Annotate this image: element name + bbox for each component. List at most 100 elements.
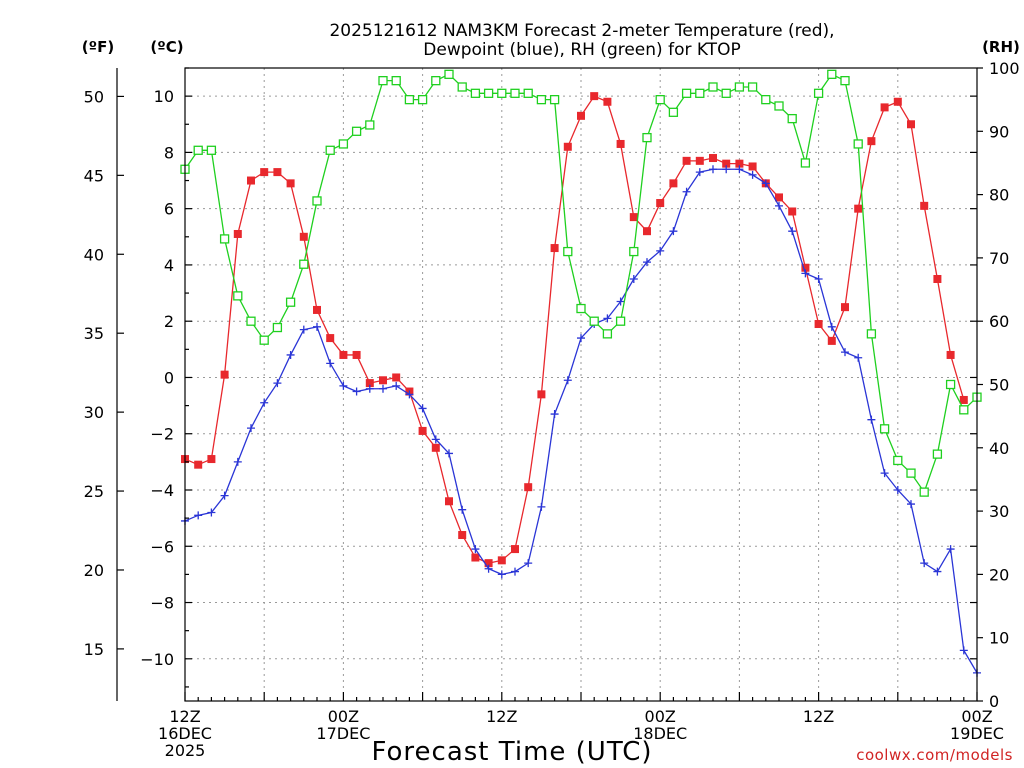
temperature-point	[682, 156, 691, 165]
rh-point	[523, 88, 533, 98]
temperature-point	[814, 320, 823, 329]
dewpoint-point	[233, 457, 242, 466]
temperature-point	[643, 227, 651, 236]
temperature-point	[616, 139, 625, 148]
fahrenheit-tick-label: 15	[84, 640, 104, 659]
rh-point	[919, 487, 929, 497]
dewpoint-point	[616, 297, 625, 306]
dewpoint-point	[326, 359, 335, 368]
temperature-point	[695, 156, 704, 165]
dewpoint-point	[946, 545, 955, 554]
rh-point	[589, 316, 599, 326]
rh-point	[840, 76, 850, 86]
rh-tick-label: 80	[989, 186, 1009, 205]
rh-point	[272, 322, 283, 333]
rh-point	[827, 69, 837, 79]
rh-tick-label: 70	[989, 249, 1009, 268]
dewpoint-point	[392, 381, 401, 390]
dewpoint-point	[431, 435, 440, 444]
dewpoint-point	[418, 404, 427, 413]
time-tick-label: 00Z	[645, 707, 676, 726]
temperature-point	[775, 193, 783, 202]
temperature-point	[471, 553, 480, 562]
fahrenheit-tick-label: 40	[84, 245, 104, 264]
data-series	[180, 69, 982, 677]
x-axis-title: Forecast Time (UTC)	[371, 737, 652, 767]
dewpoint-point	[445, 449, 453, 458]
time-tick-label: 16DEC	[158, 724, 212, 743]
dewpoint-point	[920, 559, 929, 568]
temperature-point	[880, 103, 889, 112]
fahrenheit-tick-label: 30	[84, 403, 104, 422]
dewpoint-point	[775, 201, 783, 210]
rh-point	[681, 88, 692, 98]
dewpoint-point	[286, 350, 295, 359]
celsius-tick-label: −2	[150, 425, 174, 444]
rh-unit-label: (RH)	[982, 38, 1020, 56]
dewpoint-point	[854, 353, 863, 362]
rh-tick-label: 10	[989, 629, 1009, 648]
rh-point	[668, 107, 679, 117]
rh-point	[576, 303, 586, 314]
dewpoint-point	[893, 486, 902, 494]
temperature-point	[656, 199, 665, 208]
temperature-point	[748, 162, 757, 171]
rh-tick-label: 0	[989, 692, 999, 711]
rh-point	[642, 132, 652, 143]
rh-point	[351, 126, 362, 136]
temperature-point	[458, 531, 467, 540]
dewpoint-point	[537, 502, 546, 511]
dewpoint-point	[761, 179, 770, 188]
rh-point	[906, 468, 916, 478]
temperature-point	[418, 426, 427, 435]
temperature-point	[801, 263, 810, 272]
dewpoint-point	[801, 269, 810, 278]
celsius-tick-label: 4	[164, 256, 174, 275]
rh-point	[246, 316, 256, 326]
fahrenheit-tick-label: 25	[84, 482, 104, 501]
time-tick-label: 17DEC	[316, 724, 370, 743]
time-tick-label: 18DEC	[633, 724, 687, 743]
fahrenheit-tick-label: 20	[84, 561, 104, 580]
rh-point	[391, 76, 401, 86]
rh-point	[747, 82, 758, 92]
rh-point	[536, 95, 547, 105]
temperature-point	[788, 207, 797, 216]
temperature-point	[709, 154, 717, 163]
dewpoint-point	[260, 398, 269, 407]
rh-point	[299, 259, 309, 269]
celsius-tick-label: 8	[164, 143, 174, 162]
dewpoint-point	[379, 384, 387, 393]
temperature-point	[286, 179, 295, 188]
dewpoint-point	[643, 258, 651, 267]
rh-point	[655, 95, 665, 105]
series-dewpoint	[181, 165, 981, 677]
rh-point	[325, 145, 335, 155]
rh-point	[629, 246, 639, 257]
rh-point	[206, 145, 217, 155]
temperature-point	[550, 244, 559, 253]
dewpoint-point	[788, 227, 797, 236]
temperature-point	[920, 201, 929, 210]
dewpoint-point	[735, 165, 744, 174]
temperature-point	[299, 232, 308, 241]
time-tick-label: 00Z	[961, 707, 992, 726]
temperature-point	[827, 336, 836, 345]
temperature-point	[247, 176, 255, 185]
temperature-point	[194, 460, 203, 469]
rh-point	[708, 82, 718, 92]
celsius-tick-label: 6	[164, 200, 174, 219]
temperature-point	[392, 373, 401, 382]
celsius-tick-label: −8	[150, 594, 174, 613]
temperature-point	[629, 213, 638, 222]
dewpoint-point	[629, 275, 638, 283]
rh-tick-label: 90	[989, 122, 1009, 141]
temperature-point	[273, 168, 282, 177]
dewpoint-point	[563, 376, 572, 385]
celsius-tick-label: −6	[150, 537, 174, 556]
fahrenheit-tick-label: 50	[84, 87, 104, 106]
dewpoint-point	[484, 564, 493, 573]
rh-point	[404, 95, 415, 105]
temperature-point	[841, 303, 849, 312]
